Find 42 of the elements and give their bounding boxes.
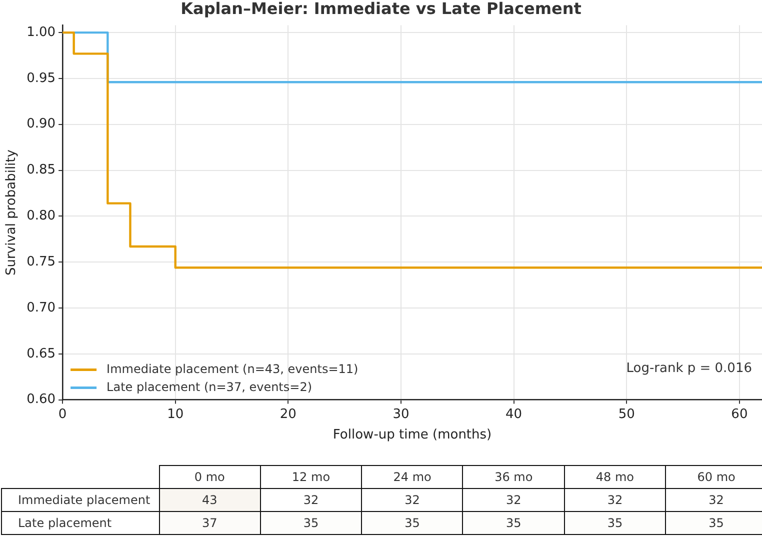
- data-label: 32: [260, 488, 362, 512]
- legend-label: Late placement (n=37, events=2): [106, 380, 312, 394]
- data-label: 37: [159, 512, 260, 534]
- data-label: 43: [159, 488, 260, 512]
- x-tick-label: 10: [167, 406, 184, 422]
- y-tick-label: 0.90: [26, 116, 56, 132]
- y-tick-label: 0.65: [26, 346, 56, 362]
- legend-label: Immediate placement (n=43, events=11): [106, 362, 358, 376]
- y-tick-label: 0.75: [26, 254, 56, 270]
- x-tick-label: 48 mo: [564, 466, 666, 488]
- x-axis-title: Follow-up time (months): [332, 428, 492, 443]
- data-label: 32: [362, 488, 463, 512]
- y-tick-label: Immediate placement: [2, 488, 159, 512]
- x-tick-label: 60: [731, 406, 748, 422]
- x-tick-label: 60 mo: [666, 466, 762, 488]
- x-tick-label: 40: [506, 406, 522, 422]
- chart-title: Kaplan–Meier: Immediate vs Late Placement: [180, 0, 582, 18]
- y-tick-label: 0.70: [26, 300, 56, 316]
- x-tick-label: 50: [618, 406, 635, 422]
- data-label: 35: [362, 512, 463, 534]
- x-tick-label: 12 mo: [260, 466, 362, 488]
- data-label: 32: [462, 488, 564, 512]
- data-label: 32: [666, 488, 762, 512]
- x-tick-label: 0 mo: [159, 466, 260, 488]
- y-tick-label: 0.95: [26, 70, 56, 86]
- data-label: 32: [564, 488, 666, 512]
- x-tick-label: 20: [280, 406, 296, 422]
- y-axis-title: Survival probability: [4, 149, 20, 276]
- x-tick-label: 0: [58, 406, 67, 422]
- annotation: Log-rank p = 0.016: [626, 361, 752, 376]
- y-tick-label: 0.85: [26, 162, 56, 178]
- data-label: 35: [564, 512, 666, 534]
- x-tick-label: 36 mo: [462, 466, 564, 488]
- y-tick-label: 0.80: [26, 208, 56, 224]
- y-tick-label: Late placement: [2, 512, 159, 534]
- x-tick-label: 30: [392, 406, 410, 422]
- x-tick-label: 24 mo: [362, 466, 463, 488]
- data-label: 35: [260, 512, 362, 534]
- data-label: 35: [666, 512, 762, 534]
- y-tick-label: 1.00: [26, 24, 56, 40]
- data-label: 35: [462, 512, 564, 534]
- y-tick-label: 0.60: [26, 392, 56, 408]
